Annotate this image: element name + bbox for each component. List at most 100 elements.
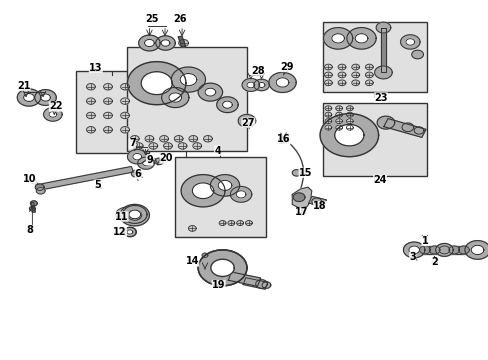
Polygon shape <box>365 80 372 86</box>
Polygon shape <box>228 272 260 286</box>
Text: 21: 21 <box>17 81 30 91</box>
Polygon shape <box>210 259 234 276</box>
Bar <box>322 22 427 92</box>
Bar <box>322 103 427 176</box>
Polygon shape <box>103 127 112 133</box>
Polygon shape <box>320 114 378 157</box>
Polygon shape <box>324 72 331 78</box>
Polygon shape <box>325 119 331 124</box>
Polygon shape <box>365 64 372 70</box>
Polygon shape <box>127 149 147 164</box>
Polygon shape <box>145 136 154 142</box>
Bar <box>201 255 208 271</box>
Polygon shape <box>325 106 331 111</box>
Text: 9: 9 <box>146 155 152 165</box>
Polygon shape <box>346 119 352 124</box>
Polygon shape <box>408 246 419 254</box>
Text: 18: 18 <box>313 201 326 211</box>
Polygon shape <box>129 210 141 219</box>
Polygon shape <box>39 166 133 190</box>
Ellipse shape <box>115 206 147 222</box>
Polygon shape <box>144 40 154 46</box>
Polygon shape <box>335 112 342 117</box>
Text: 22: 22 <box>49 102 62 112</box>
Polygon shape <box>171 67 205 92</box>
Polygon shape <box>86 112 95 119</box>
Polygon shape <box>139 35 160 51</box>
Polygon shape <box>202 253 207 257</box>
Polygon shape <box>335 106 342 111</box>
Polygon shape <box>103 112 112 119</box>
Polygon shape <box>29 207 35 211</box>
Text: 3: 3 <box>408 252 415 262</box>
Polygon shape <box>376 116 394 129</box>
Polygon shape <box>230 186 251 202</box>
Text: 27: 27 <box>241 118 255 128</box>
Polygon shape <box>181 175 224 207</box>
Polygon shape <box>411 50 423 59</box>
Polygon shape <box>23 94 34 102</box>
Polygon shape <box>218 180 231 190</box>
Polygon shape <box>30 201 37 206</box>
Polygon shape <box>268 72 296 93</box>
Polygon shape <box>338 80 345 86</box>
Text: 26: 26 <box>173 14 186 24</box>
Text: 11: 11 <box>115 212 128 221</box>
Polygon shape <box>127 230 133 234</box>
Polygon shape <box>162 87 188 108</box>
Bar <box>127 47 246 151</box>
Text: 25: 25 <box>145 14 158 24</box>
Polygon shape <box>198 250 246 286</box>
Polygon shape <box>156 36 175 50</box>
Polygon shape <box>405 39 414 45</box>
Polygon shape <box>365 72 372 78</box>
Polygon shape <box>255 280 267 288</box>
Polygon shape <box>375 22 390 33</box>
Text: 10: 10 <box>23 174 37 184</box>
Polygon shape <box>338 72 345 78</box>
Polygon shape <box>204 88 215 96</box>
Text: 16: 16 <box>276 135 290 144</box>
Polygon shape <box>49 112 57 117</box>
Polygon shape <box>179 40 188 46</box>
Polygon shape <box>141 72 172 95</box>
Polygon shape <box>292 187 311 208</box>
Polygon shape <box>120 204 149 226</box>
Text: 8: 8 <box>26 225 33 235</box>
Polygon shape <box>448 246 459 254</box>
Text: 15: 15 <box>298 168 311 178</box>
Text: 20: 20 <box>160 153 173 163</box>
Polygon shape <box>161 40 169 46</box>
Polygon shape <box>346 112 352 117</box>
Polygon shape <box>138 157 154 169</box>
Text: 24: 24 <box>372 175 386 185</box>
Polygon shape <box>401 123 413 132</box>
Polygon shape <box>163 143 172 149</box>
Text: 5: 5 <box>94 180 101 190</box>
Polygon shape <box>262 282 270 288</box>
Polygon shape <box>121 98 129 104</box>
Polygon shape <box>210 175 239 196</box>
Polygon shape <box>198 250 246 286</box>
Text: 4: 4 <box>214 145 221 156</box>
Polygon shape <box>409 246 479 253</box>
Polygon shape <box>325 125 331 130</box>
Polygon shape <box>346 28 375 49</box>
Polygon shape <box>308 196 326 207</box>
Polygon shape <box>127 62 185 105</box>
Polygon shape <box>325 112 331 117</box>
Bar <box>175 157 266 237</box>
Polygon shape <box>43 108 62 121</box>
Polygon shape <box>103 98 112 104</box>
Polygon shape <box>219 221 225 225</box>
Polygon shape <box>383 118 425 138</box>
Polygon shape <box>236 221 243 225</box>
Polygon shape <box>122 206 147 224</box>
Polygon shape <box>35 184 44 190</box>
Text: 17: 17 <box>295 207 308 217</box>
Text: 14: 14 <box>185 256 199 266</box>
Text: 13: 13 <box>89 63 102 73</box>
Polygon shape <box>464 240 488 259</box>
Polygon shape <box>203 136 212 142</box>
Polygon shape <box>351 64 359 70</box>
